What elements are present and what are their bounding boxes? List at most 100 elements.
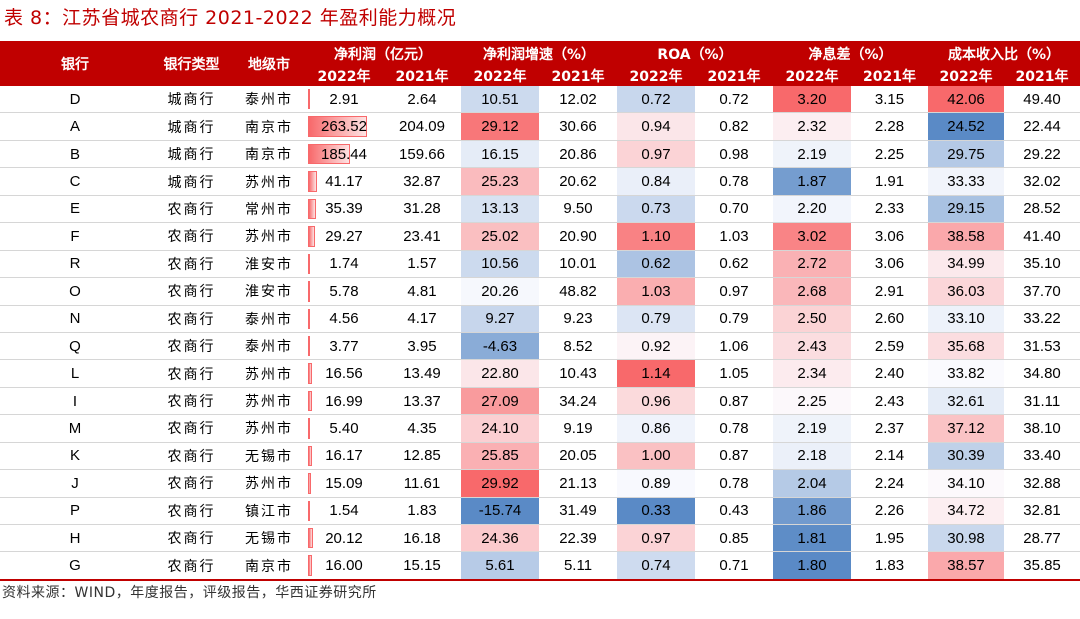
net-profit-value: 5.40 xyxy=(329,419,359,437)
cell-nim-2021: 3.15 xyxy=(851,86,929,114)
cell-city: 南京市 xyxy=(233,112,305,141)
cell-city: 常州市 xyxy=(233,195,305,224)
cell-growth-2021: 9.50 xyxy=(539,195,617,224)
net-profit-value: 20.12 xyxy=(325,529,363,547)
cell-net-profit-2022: 41.17 xyxy=(305,167,383,196)
cell-nim-2022: 2.34 xyxy=(773,359,852,388)
cell-growth-2021: 10.01 xyxy=(539,250,617,279)
cell-roa-2022: 0.86 xyxy=(617,414,695,443)
cell-nim-2021: 2.24 xyxy=(851,469,929,498)
cell-cost-income-2021: 49.40 xyxy=(1004,86,1080,114)
cell-cost-income-2022: 35.68 xyxy=(928,332,1005,361)
table-row: C 城商行 苏州市 41.17 32.87 25.23 20.62 0.84 0.78 1.87 1… xyxy=(0,167,1080,196)
cell-bank-type: 城商行 xyxy=(150,112,233,141)
cell-bank-type: 农商行 xyxy=(150,414,233,443)
cell-cost-income-2021: 33.22 xyxy=(1004,305,1080,333)
cell-bank-type: 农商行 xyxy=(150,497,233,526)
cell-growth-2021: 20.05 xyxy=(539,442,617,471)
net-profit-databar xyxy=(308,116,367,137)
cell-roa-2021: 0.71 xyxy=(695,551,774,581)
header-row-years: 2022年 2021年 2022年 2021年 2022年 2021年 2022… xyxy=(0,66,1080,86)
cell-cost-income-2022: 34.10 xyxy=(928,469,1005,498)
cell-roa-2021: 1.06 xyxy=(695,332,774,361)
net-profit-databar xyxy=(308,473,311,494)
cell-nim-2021: 2.25 xyxy=(851,140,929,169)
cell-cost-income-2022: 37.12 xyxy=(928,414,1005,443)
cell-city: 泰州市 xyxy=(233,332,305,361)
cell-bank-type: 农商行 xyxy=(150,387,233,416)
cell-city: 镇江市 xyxy=(233,497,305,526)
cell-net-profit-2022: 2.91 xyxy=(305,86,383,114)
table-row: O 农商行 淮安市 5.78 4.81 20.26 48.82 1.03 0.97 2.68 2.9… xyxy=(0,277,1080,306)
cell-growth-2021: 9.23 xyxy=(539,305,617,333)
cell-nim-2021: 2.33 xyxy=(851,195,929,224)
cell-roa-2021: 0.78 xyxy=(695,167,774,196)
cell-roa-2022: 1.14 xyxy=(617,359,695,388)
cell-net-profit-2021: 1.83 xyxy=(383,497,461,526)
cell-roa-2021: 0.97 xyxy=(695,277,774,306)
cell-bank-type: 农商行 xyxy=(150,442,233,471)
table-title: 表 8：江苏省城农商行 2021-2022 年盈利能力概况 xyxy=(4,7,457,29)
cell-roa-2022: 0.73 xyxy=(617,195,695,224)
cell-cost-income-2022: 24.52 xyxy=(928,112,1005,141)
cell-nim-2021: 2.91 xyxy=(851,277,929,306)
cell-net-profit-2021: 204.09 xyxy=(383,112,461,141)
net-profit-databar xyxy=(308,500,310,521)
cell-cost-income-2021: 32.81 xyxy=(1004,497,1080,526)
cell-net-profit-2021: 1.57 xyxy=(383,250,461,279)
cell-bank: G xyxy=(0,551,150,581)
cell-growth-2021: 10.43 xyxy=(539,359,617,388)
cell-roa-2022: 0.72 xyxy=(617,86,695,114)
cell-net-profit-2021: 13.49 xyxy=(383,359,461,388)
cell-cost-income-2021: 32.02 xyxy=(1004,167,1080,196)
cell-roa-2021: 0.43 xyxy=(695,497,774,526)
cell-roa-2021: 0.87 xyxy=(695,387,774,416)
cell-roa-2022: 0.84 xyxy=(617,167,695,196)
header-bank: 银行 xyxy=(0,41,150,86)
cell-cost-income-2022: 38.57 xyxy=(928,551,1005,581)
cell-cost-income-2021: 28.77 xyxy=(1004,524,1080,553)
cell-city: 苏州市 xyxy=(233,387,305,416)
cell-bank-type: 城商行 xyxy=(150,140,233,169)
cell-city: 南京市 xyxy=(233,140,305,169)
cell-growth-2022: 25.85 xyxy=(461,442,539,471)
cell-city: 苏州市 xyxy=(233,359,305,388)
cell-growth-2021: 22.39 xyxy=(539,524,617,553)
cell-net-profit-2021: 16.18 xyxy=(383,524,461,553)
cell-cost-income-2021: 28.52 xyxy=(1004,195,1080,224)
cell-cost-income-2022: 33.33 xyxy=(928,167,1005,196)
cell-bank: E xyxy=(0,195,150,224)
cell-growth-2022: 20.26 xyxy=(461,277,539,306)
cell-nim-2022: 1.87 xyxy=(773,167,852,196)
cell-bank-type: 农商行 xyxy=(150,332,233,361)
cell-roa-2021: 0.85 xyxy=(695,524,774,553)
cell-roa-2021: 0.72 xyxy=(695,86,774,114)
cell-city: 苏州市 xyxy=(233,414,305,443)
table-row: M 农商行 苏州市 5.40 4.35 24.10 9.19 0.86 0.78 2.19 2.37… xyxy=(0,414,1080,443)
cell-growth-2022: 29.12 xyxy=(461,112,539,141)
table-row: R 农商行 淮安市 1.74 1.57 10.56 10.01 0.62 0.62 2.72 3.0… xyxy=(0,250,1080,279)
cell-net-profit-2021: 4.17 xyxy=(383,305,461,333)
cell-net-profit-2022: 16.99 xyxy=(305,387,383,416)
table-row: J 农商行 苏州市 15.09 11.61 29.92 21.13 0.89 0.78 2.04 2… xyxy=(0,469,1080,498)
cell-growth-2022: 10.56 xyxy=(461,250,539,279)
header-year-2022: 2022年 xyxy=(617,66,695,86)
cell-roa-2021: 0.87 xyxy=(695,442,774,471)
net-profit-databar xyxy=(308,171,317,192)
cell-nim-2021: 2.37 xyxy=(851,414,929,443)
net-profit-value: 29.27 xyxy=(325,227,363,245)
header-year-2022: 2022年 xyxy=(928,66,1005,86)
net-profit-databar xyxy=(308,308,310,329)
cell-net-profit-2022: 263.52 xyxy=(305,112,383,141)
cell-nim-2022: 2.19 xyxy=(773,140,852,169)
cell-cost-income-2021: 31.53 xyxy=(1004,332,1080,361)
cell-roa-2022: 0.79 xyxy=(617,305,695,333)
cell-nim-2021: 2.43 xyxy=(851,387,929,416)
cell-growth-2022: 9.27 xyxy=(461,305,539,333)
cell-nim-2022: 2.25 xyxy=(773,387,852,416)
cell-growth-2021: 31.49 xyxy=(539,497,617,526)
table-row: N 农商行 泰州市 4.56 4.17 9.27 9.23 0.79 0.79 2.50 2.60 3… xyxy=(0,305,1080,333)
cell-bank-type: 农商行 xyxy=(150,469,233,498)
cell-bank: P xyxy=(0,497,150,526)
cell-net-profit-2022: 5.78 xyxy=(305,277,383,306)
